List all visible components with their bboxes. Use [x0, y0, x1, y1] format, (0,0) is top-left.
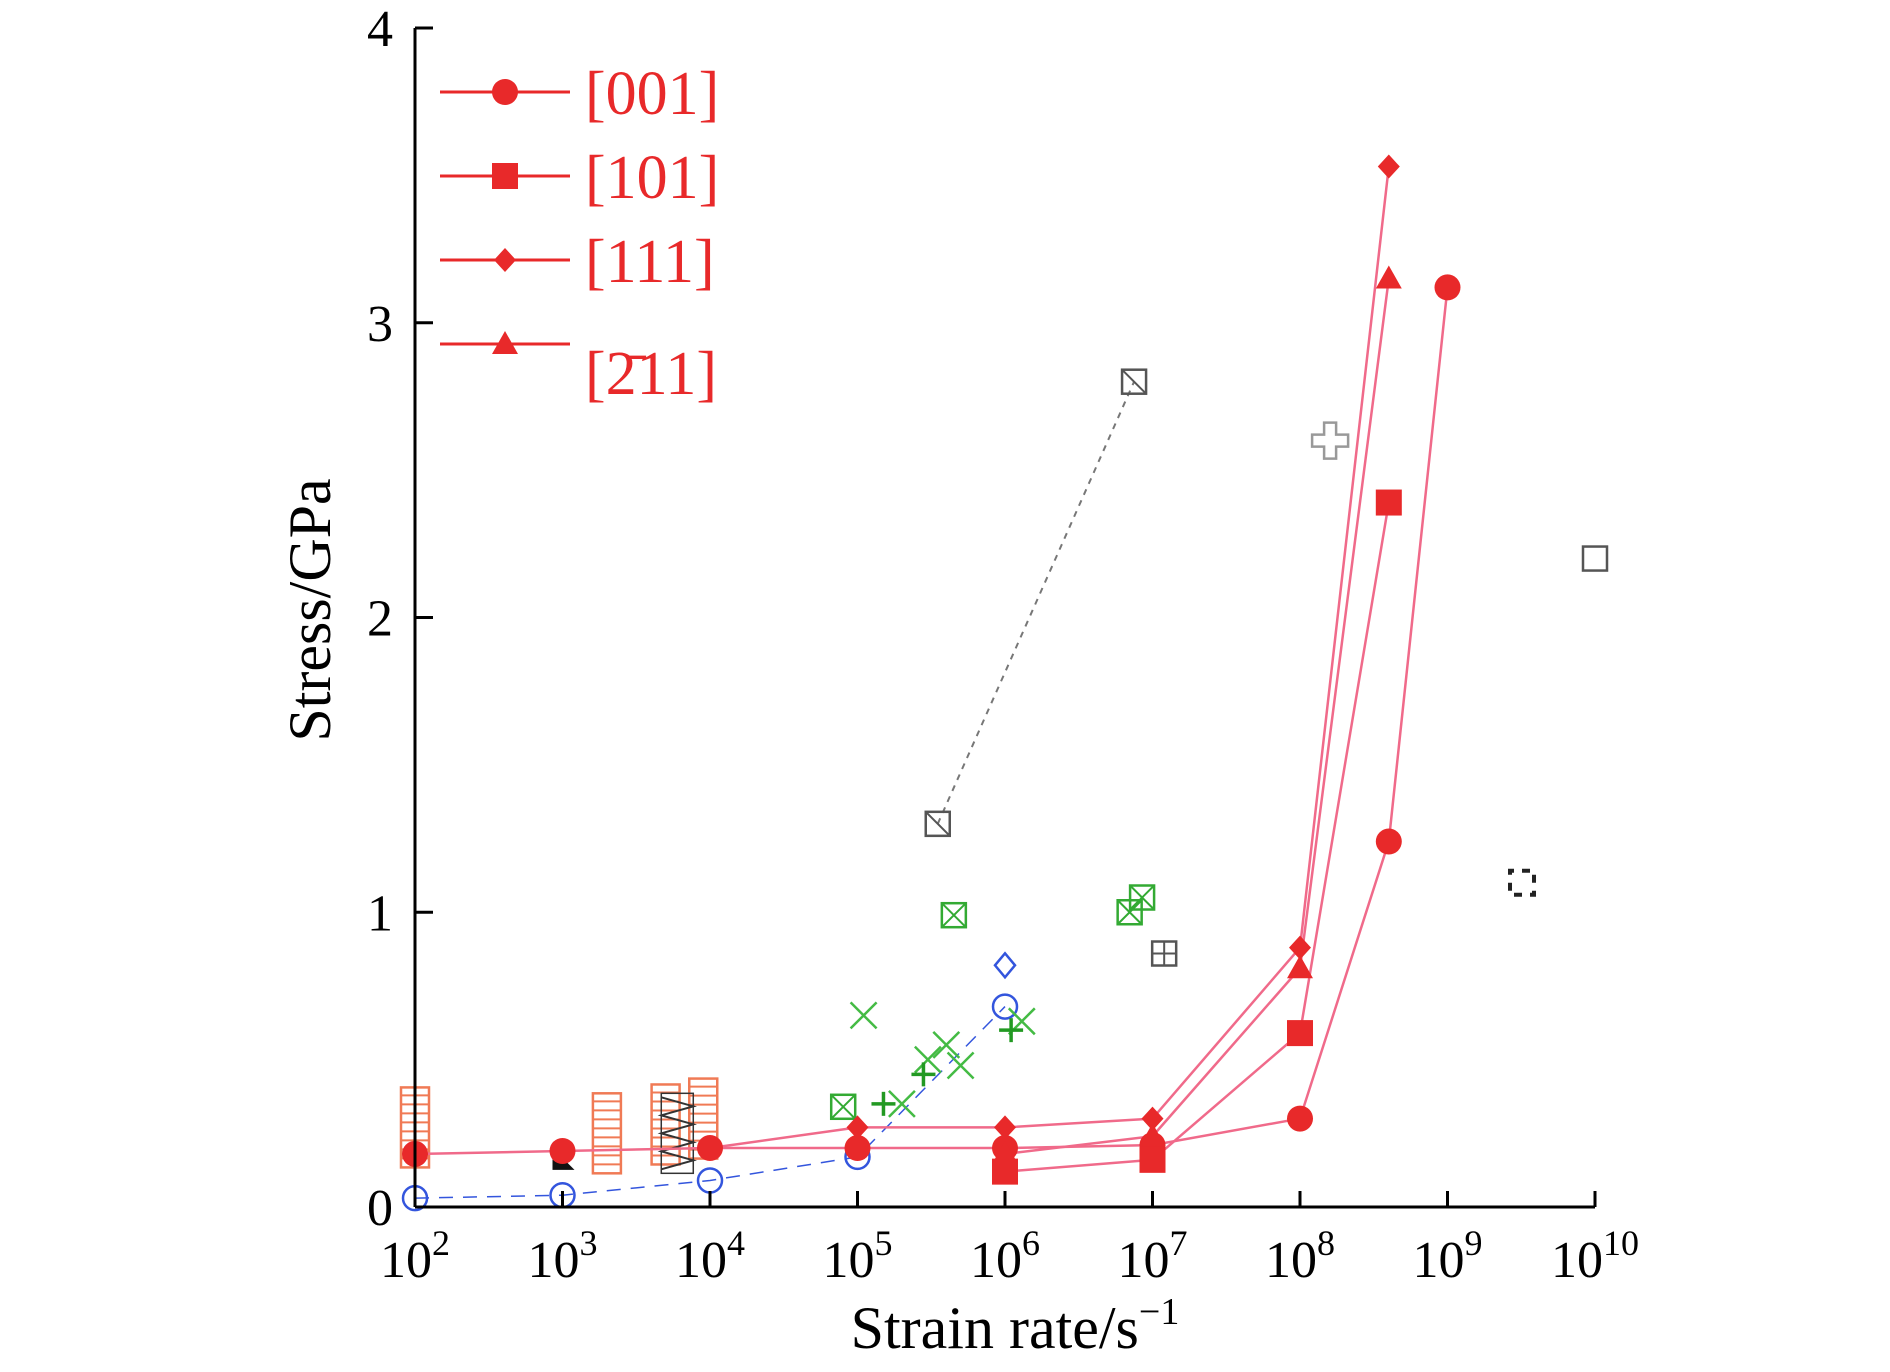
series-line-3: [1004, 278, 1391, 1156]
reference-point-open-diamond-0: [993, 951, 1017, 980]
x-tick-label-exp-2: 4: [727, 1223, 745, 1263]
y-tick-label-1: 1: [367, 885, 393, 942]
reference-point-x-4: [946, 1051, 975, 1080]
y-axis-title: Stress/GPa: [277, 478, 343, 741]
series-3-point-0: [992, 1140, 1018, 1164]
x-tick-label-3: 105: [823, 1223, 893, 1289]
legend-marker-1: [492, 163, 518, 189]
legend-marker-0: [492, 79, 518, 105]
x-tick-label-1: 103: [528, 1223, 598, 1289]
x-tick-label-base-3: 10: [823, 1232, 875, 1289]
x-tick-label-4: 106: [970, 1223, 1040, 1289]
y-tick-label-3: 3: [367, 296, 393, 353]
x-tick-label-0: 102: [380, 1223, 450, 1289]
series-2-point-5: [1377, 154, 1400, 179]
reference-point-x-3: [932, 1031, 961, 1059]
x-tick-label-base-4: 10: [970, 1232, 1022, 1289]
reference-point-open-square-0: [1581, 545, 1609, 572]
reference-blue-dashed-line: [414, 1006, 1006, 1199]
reference-point-hatched-square-1: [591, 1092, 623, 1175]
x-axis-title: Strain rate/s−1: [851, 1291, 1180, 1361]
reference-point-crossed-square-3: [1128, 884, 1156, 911]
series-2-point-1: [846, 1115, 869, 1140]
reference-point-x-2: [913, 1045, 942, 1074]
reference-point-bracket-square-0: [1508, 868, 1537, 897]
series-2-point-0: [699, 1136, 721, 1161]
legend-label-3: [2̄11]: [585, 340, 717, 408]
x-tick-label-exp-8: 10: [1603, 1223, 1639, 1263]
x-tick-label-8: 1010: [1551, 1223, 1639, 1289]
series-3-point-3: [1375, 265, 1402, 289]
x-tick-label-base-6: 10: [1265, 1232, 1317, 1289]
series-1-point-2: [1287, 1020, 1313, 1047]
reference-point-crossed-square-0: [829, 1093, 857, 1121]
series-layer: [402, 154, 1461, 1185]
y-tick-label-0: 0: [367, 1180, 393, 1237]
x-tick-label-2: 104: [675, 1223, 745, 1289]
x-tick-label-exp-6: 8: [1317, 1223, 1335, 1263]
legend: [001] [101] [111] [2̄11]: [440, 60, 719, 408]
x-tick-label-exp-5: 7: [1170, 1223, 1188, 1263]
reference-point-zigzag-0: [657, 1092, 697, 1175]
legend-marker-2: [494, 248, 516, 272]
series-0-point-6: [1287, 1105, 1313, 1132]
reference-point-plus-2: [999, 1018, 1024, 1043]
series-3-point-1: [1139, 1123, 1166, 1147]
y-tick-label-2: 2: [367, 591, 393, 648]
x-axis-title-text: Strain rate/s: [851, 1295, 1139, 1361]
series-2-point-2: [994, 1115, 1016, 1140]
reference-point-slashed-square-0: [924, 810, 952, 838]
x-tick-label-base-7: 10: [1413, 1232, 1465, 1289]
x-axis-title-exponent: −1: [1139, 1291, 1179, 1333]
series-2-point-4: [1289, 935, 1311, 960]
reference-dashed-line: [936, 381, 1135, 825]
x-tick-label-exp-4: 6: [1022, 1223, 1040, 1263]
x-tick-label-base-1: 10: [528, 1232, 580, 1289]
series-line-2: [709, 166, 1391, 1150]
series-line-1: [1004, 502, 1391, 1173]
legend-marker-3: [492, 331, 518, 354]
reference-point-plus-0: [871, 1091, 896, 1116]
x-tick-label-exp-1: 3: [580, 1223, 598, 1263]
series-3-point-2: [1287, 955, 1313, 979]
series-0-point-1: [549, 1137, 576, 1164]
x-tick-label-7: 109: [1413, 1223, 1483, 1289]
x-tick-label-exp-0: 2: [432, 1223, 450, 1263]
reference-point-slashed-square-1: [1120, 368, 1148, 395]
x-tick-label-base-0: 10: [380, 1232, 432, 1289]
reference-point-x-1: [888, 1089, 916, 1118]
reference-point-plus-1: [911, 1062, 936, 1087]
series-0-point-7: [1375, 828, 1402, 855]
series-1-point-3: [1375, 489, 1402, 516]
series-0-point-8: [1434, 274, 1461, 301]
legend-label-0: [001]: [585, 60, 719, 128]
series-1-point-1: [1139, 1146, 1166, 1173]
reference-point-crossed-square-1: [940, 901, 968, 929]
reference-point-open-cross-0: [1310, 421, 1350, 460]
reference-point-open-circle-4: [991, 993, 1019, 1020]
series-0-point-3: [844, 1135, 871, 1162]
x-tick-label-exp-7: 9: [1465, 1223, 1483, 1263]
x-tick-label-base-5: 10: [1118, 1232, 1170, 1289]
x-tick-label-5: 107: [1118, 1223, 1188, 1289]
legend-label-2: [111]: [585, 228, 715, 296]
series-2-point-3: [1141, 1106, 1164, 1131]
x-tick-label-base-2: 10: [675, 1232, 727, 1289]
y-tick-label-4: 4: [367, 1, 393, 58]
reference-point-grid-square-0: [1150, 940, 1178, 967]
x-tick-label-6: 108: [1265, 1223, 1335, 1289]
x-tick-label-exp-3: 5: [875, 1223, 893, 1263]
x-tick-label-base-8: 10: [1551, 1232, 1603, 1289]
reference-point-x-0: [849, 1001, 878, 1030]
legend-label-1: [101]: [585, 144, 719, 212]
